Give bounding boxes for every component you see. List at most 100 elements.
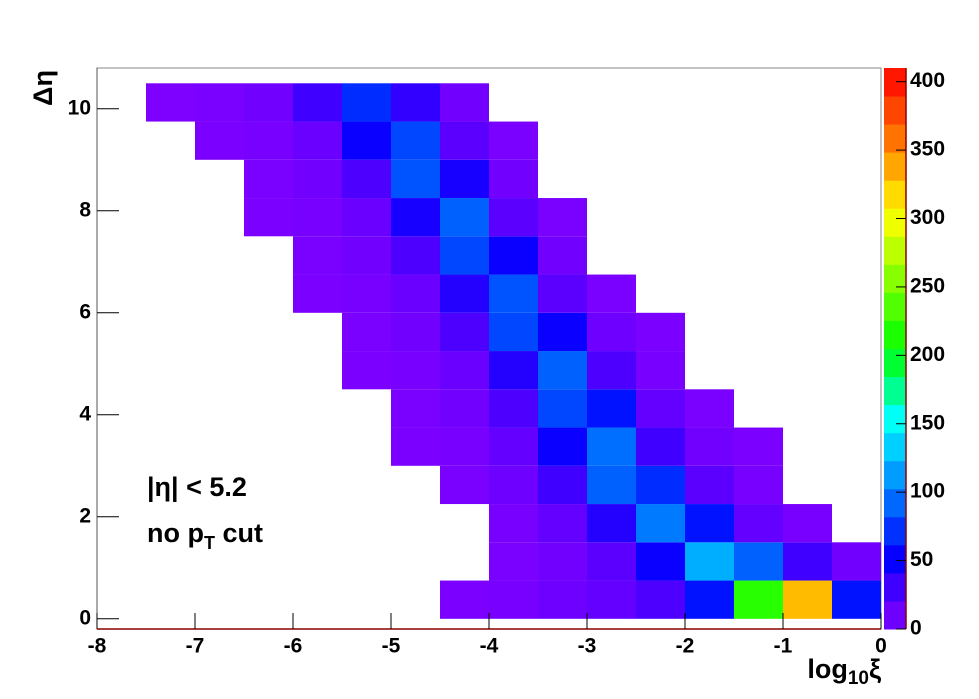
cell	[440, 427, 489, 466]
color-band	[884, 180, 906, 209]
cell	[342, 312, 391, 352]
x-tick-label: -8	[88, 635, 107, 658]
cell	[440, 159, 489, 199]
cell	[685, 504, 734, 543]
z-tick-label: 350	[910, 138, 945, 161]
color-band	[884, 264, 906, 293]
cell	[342, 274, 391, 313]
cell	[293, 83, 342, 122]
color-band	[884, 376, 906, 406]
cell	[440, 274, 489, 313]
cell	[440, 121, 489, 160]
y-tick-label: 6	[79, 300, 91, 323]
cell	[293, 274, 342, 313]
cell	[440, 198, 489, 237]
annotation-part: no p	[147, 518, 204, 548]
cell	[636, 580, 685, 619]
color-band	[884, 320, 906, 349]
x-tick-label: -3	[578, 635, 597, 658]
cell	[636, 427, 685, 466]
cell	[489, 580, 538, 619]
cell	[440, 236, 489, 275]
z-tick-label: 0	[910, 617, 922, 640]
color-band	[884, 68, 906, 97]
y-tick-label: 2	[79, 504, 91, 527]
z-tick-label: 400	[910, 69, 945, 92]
cell	[636, 351, 685, 390]
cell	[538, 389, 587, 428]
annotation-part: cut	[215, 518, 263, 548]
cell	[489, 504, 538, 543]
cell	[440, 389, 489, 428]
cell	[734, 580, 783, 619]
cell	[538, 427, 587, 466]
cell	[636, 312, 685, 352]
cell	[293, 236, 342, 275]
cell	[391, 159, 440, 199]
cell	[538, 504, 587, 543]
x-tick-label: -4	[480, 635, 499, 658]
color-band	[884, 348, 906, 378]
cell	[587, 389, 636, 428]
cell	[244, 198, 293, 237]
cell	[391, 198, 440, 237]
cell	[685, 465, 734, 505]
color-band	[884, 404, 906, 434]
color-band	[884, 292, 906, 321]
cell	[636, 504, 685, 543]
cell	[440, 465, 489, 505]
cell	[783, 542, 832, 581]
cell	[685, 389, 734, 428]
cell	[244, 83, 293, 122]
cell	[587, 504, 636, 543]
cell	[293, 198, 342, 237]
cell	[391, 351, 440, 390]
annotation: |η| < 5.2	[147, 472, 247, 502]
x-title-part: ξ	[869, 654, 882, 684]
cell	[391, 427, 440, 466]
cell	[440, 580, 489, 619]
cell	[636, 389, 685, 428]
y-tick-label: 4	[79, 402, 91, 425]
cell	[734, 427, 783, 466]
z-tick-label: 150	[910, 411, 945, 434]
cell	[734, 542, 783, 581]
z-tick-label: 300	[910, 206, 945, 229]
cell	[685, 580, 734, 619]
cell	[293, 159, 342, 199]
cell	[587, 274, 636, 313]
color-band	[884, 208, 906, 237]
cell	[734, 504, 783, 543]
cell	[489, 465, 538, 505]
cell	[342, 351, 391, 390]
cell	[489, 351, 538, 390]
cell	[489, 312, 538, 352]
x-title-part: log	[807, 654, 848, 684]
color-band	[884, 236, 906, 265]
cell	[391, 236, 440, 275]
cell	[342, 121, 391, 160]
z-tick-label: 100	[910, 480, 945, 503]
cell	[832, 580, 881, 619]
cell	[587, 351, 636, 390]
cell	[391, 121, 440, 160]
cell	[685, 542, 734, 581]
cell	[783, 580, 832, 619]
cell	[587, 580, 636, 619]
cell	[489, 121, 538, 160]
x-tick-label: -6	[284, 635, 303, 658]
color-band	[884, 516, 906, 546]
cell	[489, 236, 538, 275]
x-tick-label: 0	[875, 635, 887, 658]
cell	[342, 159, 391, 199]
cell	[636, 542, 685, 581]
cell	[685, 427, 734, 466]
color-band	[884, 96, 906, 125]
cell	[636, 465, 685, 505]
y-tick-label: 10	[68, 96, 91, 119]
z-tick-label: 50	[910, 548, 933, 571]
cell	[440, 83, 489, 122]
cell	[783, 504, 832, 543]
annotation-part: |η| < 5.2	[147, 472, 247, 502]
